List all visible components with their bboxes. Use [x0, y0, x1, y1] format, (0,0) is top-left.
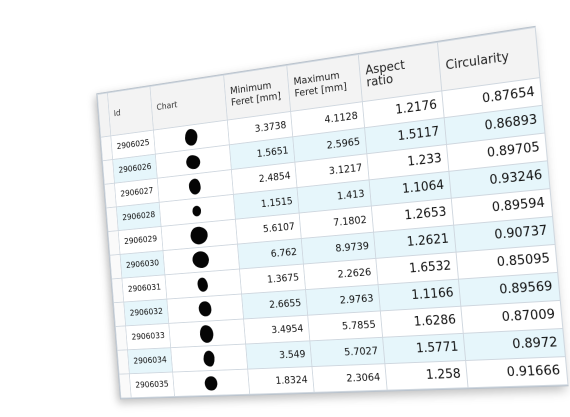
particle-shape-image [199, 324, 214, 342]
particle-shape-image [185, 154, 200, 170]
cell-max-feret[interactable]: 2.3064 [312, 364, 387, 393]
particle-shape-image [204, 376, 218, 391]
cell-min-feret[interactable]: 3.4954 [244, 315, 310, 344]
particle-shape-image [188, 178, 201, 195]
particle-shape-image [197, 277, 208, 292]
cell-id[interactable]: 2906034 [127, 348, 172, 374]
particle-data-grid: Id Chart Minimum Feret [mm] Maximum Fere… [96, 26, 568, 400]
cell-aspect-ratio[interactable]: 1.258 [385, 361, 468, 391]
cell-id[interactable]: 2906031 [122, 275, 167, 302]
cell-max-feret[interactable]: 5.7027 [310, 337, 385, 366]
cell-circularity[interactable]: 0.91666 [466, 357, 568, 388]
column-header-id[interactable]: Id [107, 86, 153, 135]
particle-shape-image [198, 301, 212, 317]
particle-shape-image [192, 251, 210, 269]
cell-id[interactable]: 2906033 [126, 323, 171, 349]
particle-shape-image [189, 226, 207, 245]
particle-table: Id Chart Minimum Feret [mm] Maximum Fere… [97, 27, 569, 399]
cell-chart [171, 344, 248, 372]
cell-circularity[interactable]: 0.8972 [463, 328, 565, 360]
cell-id[interactable]: 2906035 [129, 372, 174, 398]
cell-min-feret[interactable]: 3.549 [246, 341, 312, 369]
cell-id[interactable]: 2906030 [120, 251, 165, 279]
cell-id[interactable]: 2906032 [124, 299, 169, 326]
cell-aspect-ratio[interactable]: 1.6286 [380, 306, 463, 337]
cell-min-feret[interactable]: 2.6655 [242, 290, 308, 319]
cell-min-feret[interactable]: 1.8324 [248, 367, 314, 395]
cell-aspect-ratio[interactable]: 1.5771 [383, 333, 466, 363]
particle-shape-image [203, 350, 215, 366]
cell-max-feret[interactable]: 5.7855 [308, 311, 383, 341]
particle-shape-image [192, 205, 201, 216]
particle-shape-image [184, 128, 198, 146]
cell-chart [173, 369, 250, 396]
cell-chart [169, 319, 246, 348]
